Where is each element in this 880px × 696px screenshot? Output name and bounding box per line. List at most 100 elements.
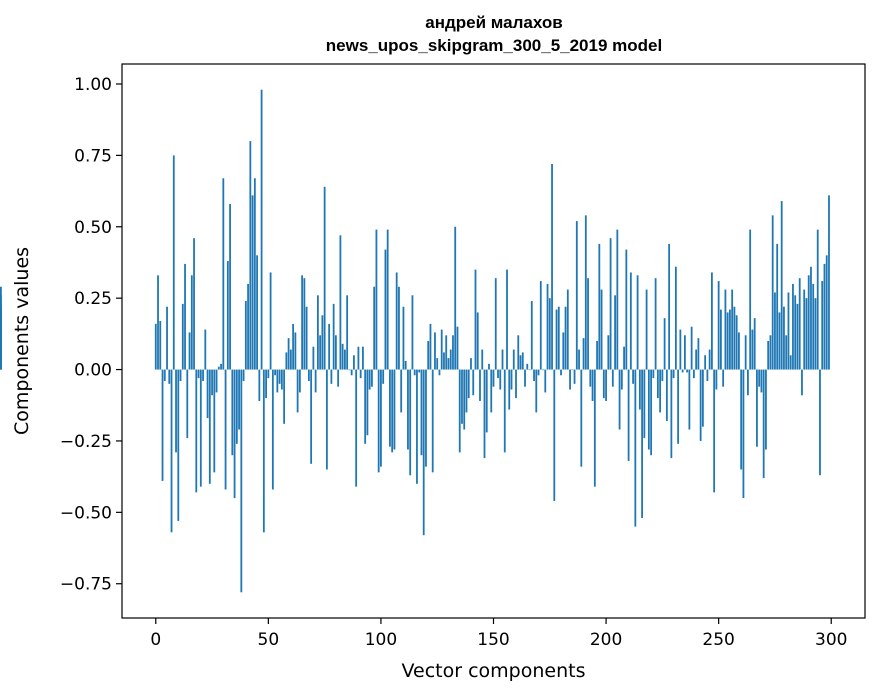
bar-251	[720, 309, 722, 370]
bar-284	[794, 295, 797, 370]
bar-78	[330, 369, 333, 384]
bar-147	[485, 369, 488, 433]
y-tick-label: 0.00	[74, 361, 112, 381]
bar-10	[177, 369, 180, 521]
bar-156	[506, 269, 508, 370]
bar-72	[316, 295, 319, 370]
y-tick-label: 0.25	[74, 289, 112, 309]
bar-60	[289, 349, 292, 370]
bar-223	[656, 369, 659, 399]
bar-245	[706, 369, 709, 381]
bar-32	[226, 261, 229, 370]
bar-34	[231, 369, 234, 456]
bar-125	[436, 358, 439, 370]
bar-127	[440, 329, 443, 370]
bar-187	[575, 221, 578, 370]
bar-272	[767, 341, 770, 370]
bar-5	[166, 306, 168, 370]
bar-3	[161, 369, 164, 481]
bar-91	[359, 369, 362, 379]
bar-75	[323, 186, 326, 370]
x-tick-label: 200	[590, 630, 622, 650]
bar-45	[256, 255, 258, 370]
bar-22	[204, 329, 207, 370]
bar-213	[634, 369, 637, 527]
bar-233	[679, 329, 682, 370]
bar-282	[789, 355, 792, 370]
bar-220	[650, 369, 653, 456]
bar-228	[668, 243, 671, 370]
bar-133	[454, 226, 457, 370]
bar-124	[434, 332, 436, 370]
bar-63	[296, 369, 299, 413]
y-tick-label: −0.75	[60, 575, 112, 595]
bar-137	[463, 369, 466, 430]
bar-35	[233, 369, 236, 499]
bar-163	[521, 352, 524, 370]
bar-267	[756, 369, 758, 447]
bar-80	[334, 335, 337, 370]
bar-225	[661, 369, 664, 381]
bar-184	[569, 369, 571, 390]
bar-33	[229, 203, 231, 370]
bar-231	[674, 266, 677, 370]
bar-61	[292, 323, 295, 370]
bar-21	[202, 369, 204, 381]
bar-119	[422, 369, 425, 536]
bar-227	[665, 369, 668, 421]
bar-222	[654, 278, 657, 370]
bar-84	[344, 349, 346, 370]
bar-256	[731, 289, 734, 370]
bar-200	[605, 369, 607, 401]
bar-67	[305, 306, 308, 370]
bar-58	[285, 352, 288, 370]
bar-76	[325, 369, 328, 470]
bar-95	[368, 369, 371, 390]
bar-134	[456, 326, 459, 370]
bar-106	[393, 369, 396, 450]
bar-89	[355, 369, 358, 487]
bar-188	[578, 349, 580, 370]
bar-204	[614, 295, 616, 370]
bar-261	[742, 369, 745, 499]
bar-296	[821, 281, 824, 370]
bar-53	[274, 369, 276, 376]
bar-218	[645, 289, 648, 370]
bar-139	[467, 369, 470, 399]
bar-237	[688, 369, 691, 430]
bar-189	[580, 369, 583, 467]
bar-114	[411, 295, 414, 370]
bar-85	[346, 295, 349, 370]
bar-264	[749, 229, 752, 370]
bar-96	[371, 369, 373, 387]
bar-8	[172, 155, 175, 370]
bar-229	[670, 369, 673, 459]
bar-108	[398, 286, 400, 370]
y-tick-label: 0.75	[74, 146, 112, 166]
bar-56	[280, 369, 283, 390]
bar-44	[253, 178, 256, 370]
bars-group	[0, 89, 830, 593]
bar-203	[611, 369, 614, 387]
bar-270	[762, 369, 765, 479]
bar-104	[389, 369, 391, 447]
bar-101	[382, 369, 385, 384]
bar-294	[816, 229, 819, 370]
bar-undefined	[0, 295, 2, 370]
bar-243	[701, 369, 704, 427]
x-tick-label: 300	[815, 630, 847, 650]
x-axis: 0 50 100 150 200 250 300	[150, 618, 847, 650]
bar-175	[548, 298, 551, 370]
bar-202	[609, 238, 612, 370]
bar-16	[190, 275, 193, 370]
bar-194	[591, 369, 594, 401]
bar-266	[753, 318, 756, 370]
x-axis-label: Vector components	[402, 660, 586, 682]
bar-193	[589, 369, 592, 387]
bar-102	[384, 249, 387, 370]
bar-155	[503, 369, 506, 453]
x-tick-label: 250	[702, 630, 734, 650]
bar-209	[625, 249, 628, 370]
bar-123	[431, 369, 434, 473]
